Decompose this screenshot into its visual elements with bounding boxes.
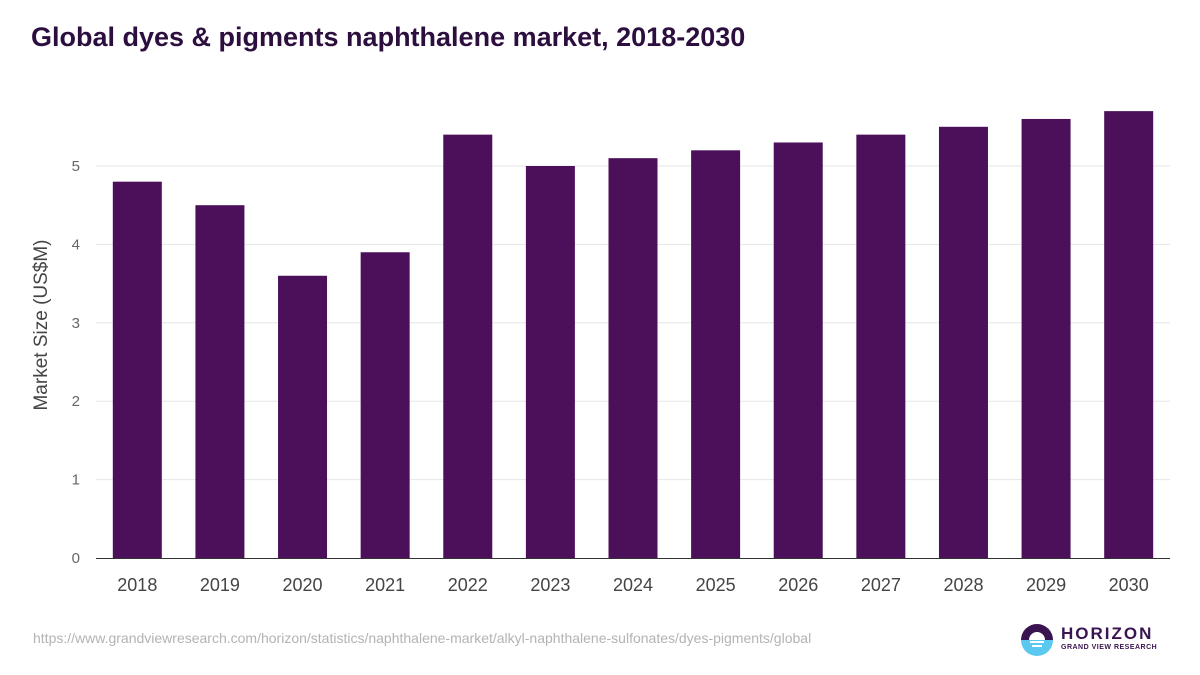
logo-subtitle: GRAND VIEW RESEARCH: [1061, 644, 1158, 651]
bar-2026: [773, 142, 823, 559]
bar-2027: [856, 134, 906, 558]
x-tick-label: 2025: [696, 575, 736, 595]
bar-2021: [360, 252, 410, 559]
y-tick-label: 4: [72, 236, 80, 253]
y-tick-label: 5: [72, 158, 80, 175]
bar-2029: [1021, 118, 1071, 559]
x-tick-label: 2029: [1026, 575, 1066, 595]
x-tick-label: 2023: [530, 575, 570, 595]
y-tick-label: 0: [72, 550, 80, 567]
x-tick-label: 2020: [283, 575, 323, 595]
bar-2025: [691, 150, 741, 558]
y-axis-label: Market Size (US$M): [31, 239, 52, 410]
horizon-logo: HORIZON GRAND VIEW RESEARCH: [1019, 622, 1159, 658]
bar-2022: [443, 134, 493, 558]
x-tick-label: 2018: [117, 575, 157, 595]
bar-2019: [195, 205, 245, 558]
source-url[interactable]: https://www.grandviewresearch.com/horizo…: [33, 630, 812, 646]
bar-2024: [608, 158, 658, 558]
bar-2020: [278, 275, 328, 558]
x-tick-label: 2022: [448, 575, 488, 595]
y-tick-label: 1: [72, 472, 80, 489]
y-tick-label: 2: [72, 393, 80, 410]
bar-2028: [938, 126, 988, 559]
x-tick-label: 2027: [861, 575, 901, 595]
x-tick-label: 2030: [1109, 575, 1149, 595]
y-tick-label: 3: [72, 315, 80, 332]
x-tick-label: 2028: [943, 575, 983, 595]
bar-2018: [112, 181, 162, 558]
x-tick-label: 2026: [778, 575, 818, 595]
horizon-logo-icon: [1021, 624, 1053, 656]
x-tick-label: 2021: [365, 575, 405, 595]
x-tick-label: 2019: [200, 575, 240, 595]
bar-2030: [1104, 111, 1154, 559]
x-tick-label: 2024: [613, 575, 653, 595]
bar-2023: [525, 166, 575, 558]
logo-name: HORIZON: [1061, 624, 1154, 643]
chart-title: Global dyes & pigments naphthalene marke…: [31, 22, 746, 52]
